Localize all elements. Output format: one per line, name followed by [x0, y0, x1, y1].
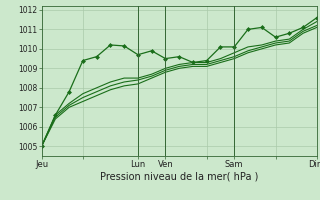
- X-axis label: Pression niveau de la mer( hPa ): Pression niveau de la mer( hPa ): [100, 172, 258, 182]
